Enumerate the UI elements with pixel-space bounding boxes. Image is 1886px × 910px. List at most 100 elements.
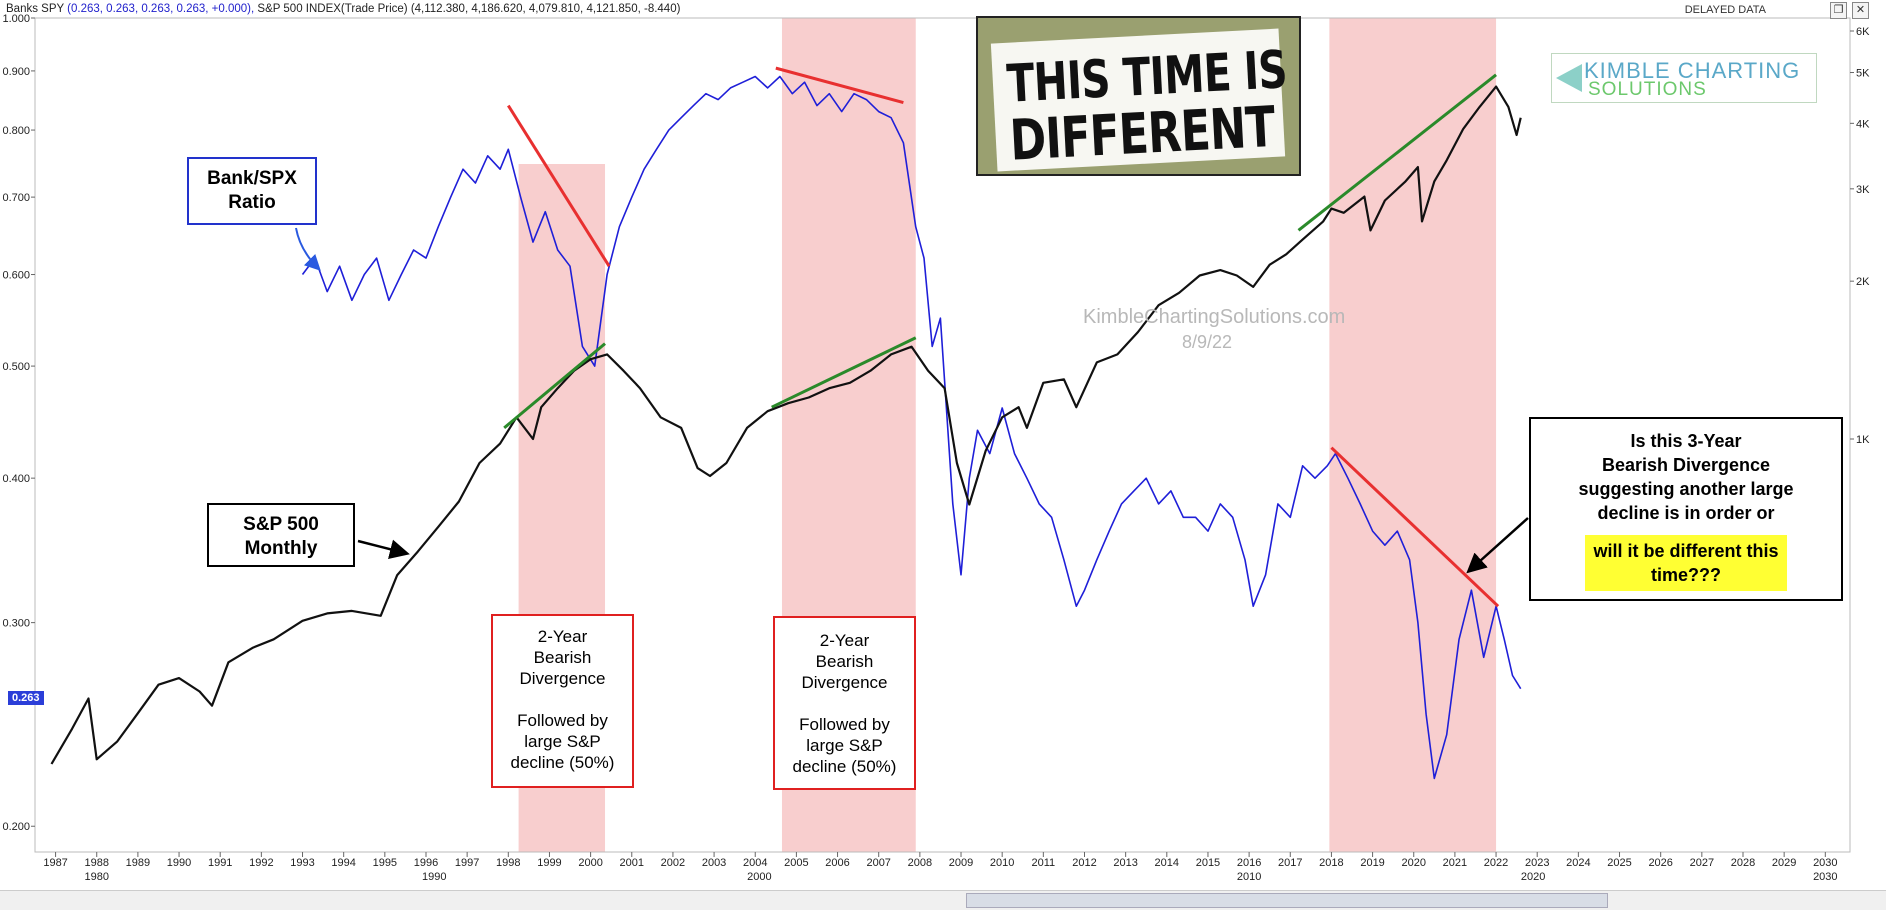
x-tick-label: 1989 <box>126 857 150 869</box>
y-tick-label: 0.500 <box>2 361 30 373</box>
sign-line-2: DIFFERENT <box>1008 94 1277 174</box>
x-tick-label: 1996 <box>414 857 438 869</box>
close-window-icon[interactable]: ✕ <box>1852 2 1869 19</box>
x-tick-label: 2027 <box>1690 857 1714 869</box>
green-trendline <box>771 336 917 409</box>
question-highlight: will it be different this time??? <box>1585 535 1787 591</box>
x-tick-label: 2003 <box>702 857 726 869</box>
x-tick-label: 2002 <box>661 857 685 869</box>
x-tick-label: 2014 <box>1155 857 1179 869</box>
x-tick-label: 2022 <box>1484 857 1508 869</box>
x-decade-label: 1980 <box>84 871 108 883</box>
spx-label: S&P 500 INDEX(Trade Price) <box>257 3 408 15</box>
last-price-tag: 0.263 <box>8 691 44 705</box>
right-tick-label: 3K <box>1856 184 1870 196</box>
x-tick-label: 2010 <box>990 857 1014 869</box>
x-tick-label: 2015 <box>1196 857 1220 869</box>
x-tick-label: 1992 <box>249 857 273 869</box>
red-trendline <box>1330 446 1500 608</box>
question-callout: Is this 3-Year Bearish Divergence sugges… <box>1529 417 1843 601</box>
divergence-shading <box>518 18 1497 852</box>
shaded-period <box>1329 18 1497 852</box>
green-trendline <box>1297 73 1497 232</box>
kimble-logo: KIMBLE CHARTING SOLUTIONS <box>1551 53 1817 103</box>
spx-values: (4,112.380, 4,186.620, 4,079.810, 4,121.… <box>410 3 681 15</box>
restore-window-icon[interactable]: ❐ <box>1830 2 1847 19</box>
right-tick-label: 1K <box>1856 434 1870 446</box>
question-text: Is this 3-Year Bearish Divergence sugges… <box>1578 431 1794 523</box>
logo-line-2: SOLUTIONS <box>1588 79 1707 100</box>
right-tick-label: 4K <box>1856 118 1870 130</box>
arrows-layer <box>295 227 1529 574</box>
axes-layer: 1987 1988 1989 1990 1991 1992 1993 1994 1995 1996… <box>2 13 1870 883</box>
ratio-arrow <box>295 227 321 271</box>
y-tick-label: 0.800 <box>2 125 30 137</box>
x-decade-label: 2010 <box>1237 871 1261 883</box>
x-tick-label: 2021 <box>1443 857 1467 869</box>
bank-spx-ratio-line <box>301 75 1522 780</box>
banks-values: (0.263, 0.263, 0.263, 0.263, +0.000), <box>67 3 255 15</box>
x-tick-label: 2005 <box>784 857 808 869</box>
x-tick-label: 2019 <box>1360 857 1384 869</box>
green-trendline <box>503 342 606 430</box>
trendlines-layer <box>503 66 1500 608</box>
logo-line-1: KIMBLE CHARTING <box>1584 58 1801 83</box>
x-tick-label: 2029 <box>1772 857 1796 869</box>
y-tick-label: 0.700 <box>2 192 30 204</box>
sp500-line <box>50 85 1522 765</box>
banks-label: Banks SPY <box>6 3 64 15</box>
x-tick-label: 2018 <box>1319 857 1343 869</box>
x-tick-label: 2013 <box>1113 857 1137 869</box>
x-tick-label: 1988 <box>84 857 108 869</box>
x-tick-label: 2030 <box>1813 857 1837 869</box>
x-tick-label: 1997 <box>455 857 479 869</box>
y-tick-label: 1.000 <box>2 13 30 25</box>
sp500-arrow <box>357 539 410 559</box>
x-decade-label: 1990 <box>422 871 446 883</box>
this-time-is-different-image: THIS TIME IS DIFFERENT <box>976 16 1301 176</box>
x-tick-label: 1995 <box>373 857 397 869</box>
x-decade-label: 2020 <box>1521 871 1545 883</box>
x-tick-label: 1998 <box>496 857 520 869</box>
y-tick-label: 0.300 <box>2 618 30 630</box>
red-trendline <box>775 66 904 105</box>
plot-frame <box>34 17 1851 853</box>
x-tick-label: 2011 <box>1032 857 1056 869</box>
x-decade-label: 2000 <box>747 871 771 883</box>
chart-header: Banks SPY (0.263, 0.263, 0.263, 0.263, +… <box>6 3 680 15</box>
x-tick-label: 2000 <box>578 857 602 869</box>
right-tick-label: 2K <box>1856 276 1870 288</box>
x-tick-label: 2024 <box>1566 857 1590 869</box>
x-tick-label: 2012 <box>1072 857 1096 869</box>
right-tick-label: 5K <box>1856 68 1870 80</box>
x-tick-label: 1987 <box>43 857 67 869</box>
sp500-monthly-label: S&P 500 Monthly <box>207 503 355 567</box>
time-scrollbar[interactable] <box>966 893 1608 908</box>
y-tick-label: 0.200 <box>2 821 30 833</box>
y-tick-label: 0.900 <box>2 66 30 78</box>
x-tick-label: 1990 <box>167 857 191 869</box>
divergence-2-callout: 2-Year Bearish Divergence Followed by la… <box>773 616 916 790</box>
x-tick-label: 2023 <box>1525 857 1549 869</box>
x-tick-label: 2008 <box>908 857 932 869</box>
x-tick-label: 2026 <box>1648 857 1672 869</box>
x-tick-label: 1993 <box>290 857 314 869</box>
x-tick-label: 2004 <box>743 857 767 869</box>
bank-spx-ratio-label: Bank/SPX Ratio <box>187 157 317 225</box>
x-tick-label: 1999 <box>537 857 561 869</box>
x-tick-label: 2007 <box>866 857 890 869</box>
question-arrow <box>1466 517 1529 574</box>
right-tick-label: 6K <box>1856 26 1870 38</box>
watermark: KimbleChartingSolutions.com <box>1083 306 1346 328</box>
y-tick-label: 0.600 <box>2 270 30 282</box>
x-tick-label: 2017 <box>1278 857 1302 869</box>
logo-arrow-icon <box>1556 64 1582 92</box>
y-tick-label: 0.400 <box>2 473 30 485</box>
x-tick-label: 2020 <box>1401 857 1425 869</box>
x-tick-label: 2025 <box>1607 857 1631 869</box>
series-layer <box>50 75 1522 780</box>
x-tick-label: 1991 <box>208 857 232 869</box>
x-decade-label: 2030 <box>1813 871 1837 883</box>
x-tick-label: 2016 <box>1237 857 1261 869</box>
